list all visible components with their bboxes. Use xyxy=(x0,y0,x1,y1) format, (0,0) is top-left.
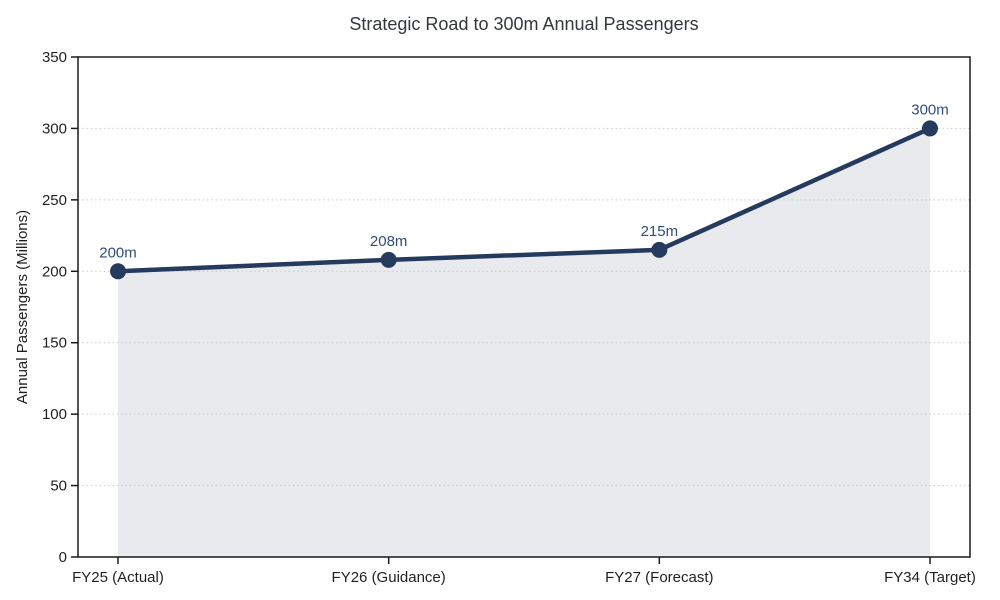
y-tick-label: 200 xyxy=(42,263,67,280)
data-point-label: 200m xyxy=(99,244,137,261)
y-axis-title: Annual Passengers (Millions) xyxy=(14,210,31,404)
y-tick-label: 250 xyxy=(42,192,67,209)
trend-line xyxy=(115,126,933,274)
x-tick-label: FY25 (Actual) xyxy=(72,569,164,586)
y-tick-label: 350 xyxy=(42,49,67,66)
x-tick-label: FY26 (Guidance) xyxy=(332,569,446,586)
data-point-marker xyxy=(380,251,397,268)
y-tick-label: 300 xyxy=(42,120,67,137)
y-tick-label: 150 xyxy=(42,335,67,352)
y-tick-label: 0 xyxy=(59,549,67,566)
data-point-marker xyxy=(651,241,668,258)
area-fill xyxy=(118,128,930,557)
data-point-label: 300m xyxy=(911,101,949,118)
y-tick-label: 100 xyxy=(42,406,67,423)
data-point-marker xyxy=(922,120,938,137)
data-point-marker xyxy=(110,263,126,280)
data-point-label: 215m xyxy=(641,223,679,240)
plot-area: 200m 208m 215m 300m 0 50 100 150 200 250 300 350 FY2… xyxy=(42,49,976,586)
x-tick-label: FY34 (Target) xyxy=(884,569,976,586)
data-point-label: 208m xyxy=(370,233,408,250)
chart-title: Strategic Road to 300m Annual Passengers xyxy=(349,14,698,34)
y-tick-label: 50 xyxy=(50,478,67,495)
plot-border xyxy=(77,56,971,558)
x-tick-label: FY27 (Forecast) xyxy=(605,569,713,586)
